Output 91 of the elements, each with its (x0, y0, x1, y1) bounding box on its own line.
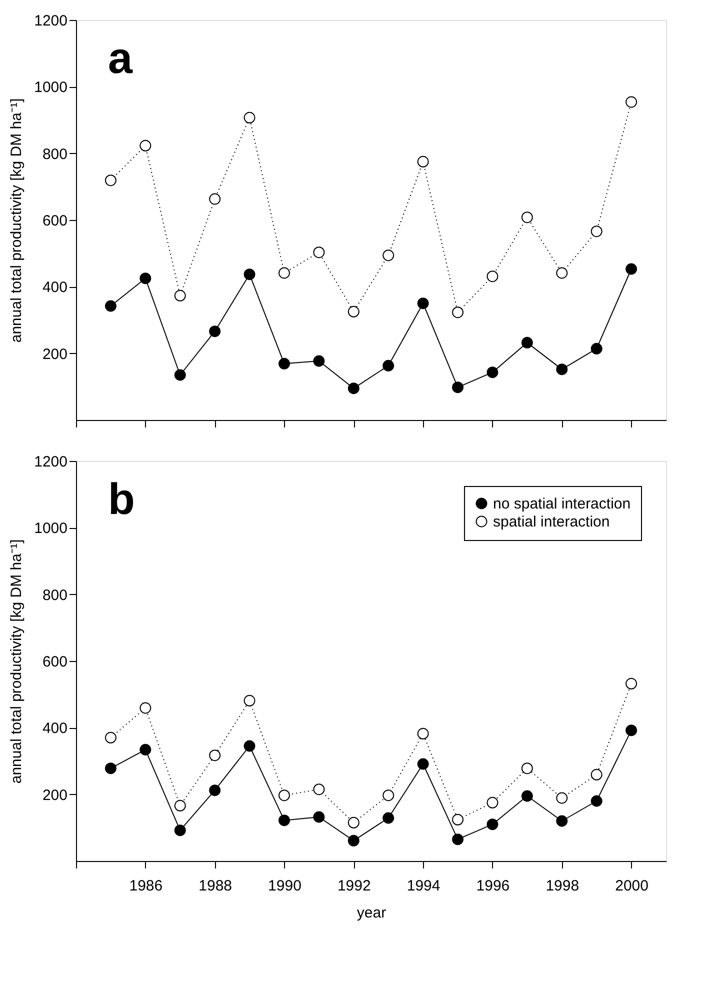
point (417, 728, 429, 740)
point (521, 762, 533, 774)
point (626, 724, 638, 736)
y-tick-label: 1200 (34, 12, 68, 30)
point (626, 263, 638, 275)
y-tick-label: 200 (42, 786, 68, 804)
point (278, 814, 290, 826)
y-axis-title: annual total productivity [kg DM ha⁻¹] (8, 98, 26, 343)
point (174, 369, 186, 381)
point (209, 784, 221, 796)
point (348, 382, 360, 394)
point (313, 355, 325, 367)
point (174, 290, 186, 302)
point (244, 740, 256, 752)
point (209, 326, 221, 338)
point (556, 815, 568, 827)
y-tick-label: 800 (42, 586, 68, 604)
point (104, 762, 116, 774)
point (452, 814, 464, 826)
point (590, 768, 602, 780)
point (348, 816, 360, 828)
point (417, 156, 429, 168)
point (104, 732, 116, 744)
y-axis-title: annual total productivity [kg DM ha⁻¹] (8, 539, 26, 784)
annotation: b (108, 475, 135, 524)
point (278, 267, 290, 279)
point (417, 298, 429, 310)
x-tick-label: 1996 (476, 878, 510, 894)
legend-label: no spatial interaction (493, 496, 631, 512)
point (382, 812, 394, 824)
x-axis-title: year (356, 904, 386, 922)
y-tick-label: 400 (42, 279, 68, 296)
point (521, 212, 533, 224)
point (104, 300, 116, 312)
point (556, 364, 568, 376)
point (452, 382, 464, 394)
point (244, 694, 256, 706)
point (174, 800, 186, 812)
point (521, 790, 533, 802)
y-tick-label: 600 (42, 212, 68, 230)
point (626, 678, 638, 690)
point (313, 811, 325, 823)
point (244, 112, 256, 124)
point (486, 818, 498, 830)
x-tick-label: 1994 (406, 878, 440, 894)
y-tick-label: 600 (42, 654, 68, 670)
y-tick-label: 1000 (34, 79, 68, 96)
point (209, 750, 221, 762)
y-tick-label: 1000 (34, 520, 68, 538)
point (590, 342, 602, 354)
point (140, 272, 152, 284)
y-tick-label: 400 (42, 720, 68, 738)
point (382, 360, 394, 372)
y-tick-label: 1200 (34, 454, 68, 470)
point (486, 270, 498, 282)
point (382, 790, 394, 802)
point (140, 140, 152, 152)
point (486, 796, 498, 808)
point (313, 784, 325, 796)
x-tick-label: 2000 (615, 878, 648, 894)
point (348, 306, 360, 318)
point (313, 246, 325, 258)
point (590, 226, 602, 238)
point (348, 834, 360, 846)
x-tick-label: 1992 (337, 878, 371, 894)
point (626, 96, 638, 108)
point (590, 795, 602, 807)
y-tick-label: 800 (42, 146, 68, 163)
point (452, 306, 464, 318)
x-tick-label: 1988 (198, 878, 232, 894)
y-tick-label: 200 (42, 346, 68, 363)
annotation: a (108, 34, 133, 83)
legend-label: spatial interaction (493, 514, 610, 530)
x-tick-label: 1990 (268, 878, 302, 894)
point (140, 744, 152, 756)
point (556, 267, 568, 279)
point (382, 250, 394, 262)
point (174, 824, 186, 836)
point (556, 792, 568, 804)
x-tick-label: 1986 (129, 878, 163, 894)
point (278, 790, 290, 802)
point (278, 358, 290, 370)
point (140, 702, 152, 714)
point (209, 193, 221, 205)
point (452, 834, 464, 846)
point (521, 336, 533, 348)
point (486, 366, 498, 378)
point (417, 758, 429, 770)
point (104, 174, 116, 186)
point (244, 268, 256, 280)
x-tick-label: 1998 (546, 878, 580, 894)
